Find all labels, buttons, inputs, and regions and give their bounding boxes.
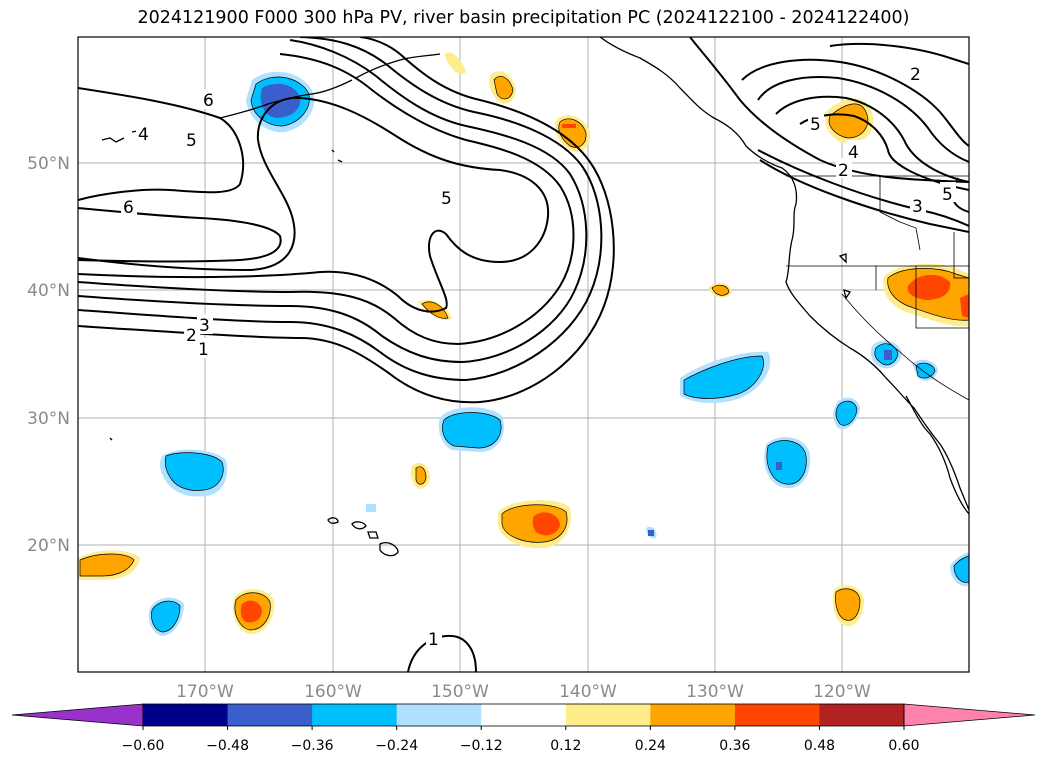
colorbar-swatch [227,704,313,726]
colorbar-tick-label: −0.48 [206,738,249,754]
colorbar-tick-label: −0.12 [460,738,503,754]
coastlines [101,37,969,557]
lat-label-20n: 20°N [27,536,70,556]
contour-label: 2 [838,161,849,181]
lon-label-140w: 140°W [559,682,617,702]
colorbar-tick-label: −0.36 [291,738,334,754]
contour-label: 5 [441,189,452,209]
lon-label-130w: 130°W [686,682,744,702]
contour-label: 1 [198,340,209,360]
colorbar: −0.60 −0.48 −0.36 −0.24 −0.12 0.12 0.24 0.36 0.4… [11,703,1036,754]
contour-label: 3 [912,197,923,217]
contour-label: 6 [123,198,134,218]
contour-label: 4 [848,143,859,163]
contour-label: 6 [203,91,214,111]
colorbar-swatch [312,704,398,726]
lon-label-170w: 170°W [176,682,234,702]
state-borders [786,175,969,401]
colorbar-tick-label: 0.24 [635,738,666,754]
colorbar-extend-low [11,703,144,727]
colorbar-extend-high [903,703,1036,727]
contour-label: 3 [199,316,210,336]
contour-label: 5 [810,115,821,135]
colorbar-tick-label: −0.24 [375,738,418,754]
longitude-labels: 170°W 160°W 150°W 140°W 130°W 120°W [176,682,871,702]
lat-label-50n: 50°N [27,154,70,174]
colorbar-tick-label: −0.60 [122,738,165,754]
contour-label: 1 [428,630,439,650]
contour-label: 4 [138,125,149,145]
colorbar-swatch [565,704,651,726]
colorbar-swatch [650,704,736,726]
colorbar-swatch [396,704,482,726]
lon-label-150w: 150°W [431,682,489,702]
colorbar-tick-label: 0.12 [550,738,581,754]
map-title: 2024121900 F000 300 hPa PV, river basin … [137,8,910,28]
colorbar-swatch [481,704,567,726]
colorbar-tick-label: 0.36 [719,738,750,754]
contour-label: 5 [186,131,197,151]
colorbar-swatch [819,704,905,726]
colorbar-frame [142,703,905,727]
contour-labels: 6 5 4 6 5 3 2 1 1 2 5 4 2 3 5 [121,62,956,650]
latitude-labels: 50°N 40°N 30°N 20°N [27,154,70,556]
lat-label-40n: 40°N [27,281,70,301]
lon-label-120w: 120°W [813,682,871,702]
colorbar-tick-label: 0.48 [804,738,835,754]
lat-label-30n: 30°N [27,409,70,429]
colorbar-swatch [734,704,820,726]
contour-label: 5 [942,185,953,205]
lon-label-160w: 160°W [304,682,362,702]
contour-label: 2 [910,65,921,85]
colorbar-swatch [143,704,229,726]
colorbar-tick-label: 0.60 [888,738,919,754]
map-frame [77,36,970,673]
contour-label: 2 [186,326,197,346]
